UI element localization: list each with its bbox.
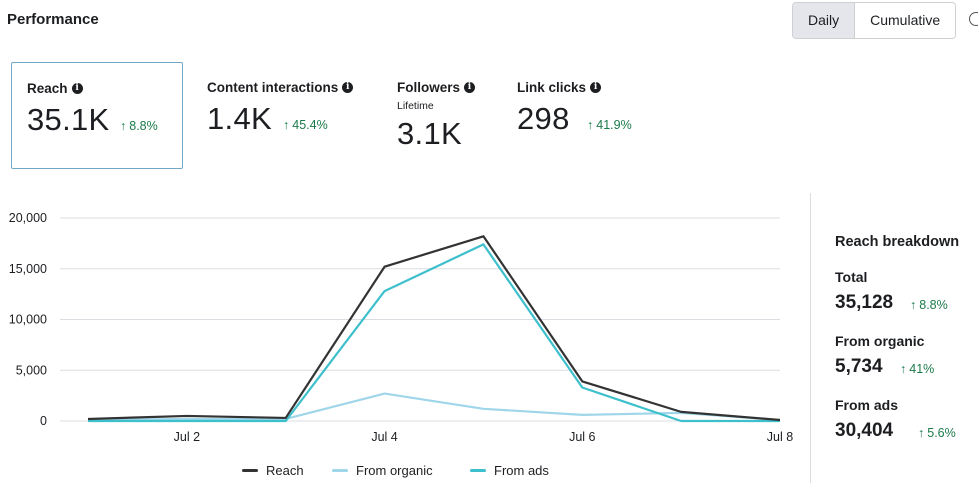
metric-delta: ↑ 45.4% — [283, 118, 328, 132]
toggle-cumulative-button[interactable]: Cumulative — [855, 3, 956, 38]
x-tick-label: Jul 6 — [569, 430, 595, 444]
y-tick-label: 15,000 — [9, 262, 47, 276]
breakdown-organic-delta: ↑ 41% — [900, 362, 935, 376]
metric-card-content-interactions[interactable]: Content interactions i 1.4K ↑ 45.4% — [195, 62, 375, 169]
legend-label: From organic — [356, 463, 433, 478]
metric-sublabel: Lifetime — [397, 100, 434, 112]
reach-line-chart: 0 5,000 10,000 15,000 20,000 Jul 2 Jul 4 Jul 6 J… — [9, 211, 793, 444]
x-tick-label: Jul 2 — [174, 430, 200, 444]
arrow-up-icon: ↑ — [910, 298, 917, 312]
metric-card-followers[interactable]: Followers i Lifetime 3.1K — [385, 62, 495, 169]
breakdown-ads-delta: ↑ 5.6% — [918, 426, 956, 440]
x-tick-label: Jul 8 — [767, 430, 793, 444]
view-toggle: Daily Cumulative — [792, 2, 957, 39]
legend-swatch — [332, 469, 348, 472]
toggle-daily-button[interactable]: Daily — [793, 3, 856, 38]
panel-divider — [810, 193, 811, 483]
y-tick-label: 0 — [40, 414, 47, 428]
x-tick-label: Jul 4 — [371, 430, 397, 444]
series-line-from-organic — [87, 392, 781, 422]
breakdown-organic-value: 5,734 — [835, 356, 883, 377]
arrow-up-icon: ↑ — [900, 362, 907, 376]
legend-item-reach[interactable]: Reach — [242, 463, 304, 478]
more-options-icon[interactable] — [969, 12, 978, 26]
arrow-up-icon: ↑ — [283, 118, 290, 132]
series-line-reach — [87, 235, 781, 422]
breakdown-ads-value: 30,404 — [835, 420, 894, 441]
legend-item-from-ads[interactable]: From ads — [470, 463, 549, 478]
metric-label: Reach — [27, 81, 68, 96]
arrow-up-icon: ↑ — [918, 426, 925, 440]
metric-value: 35.1K — [27, 102, 110, 137]
page-title: Performance — [7, 11, 99, 28]
metric-value: 298 — [517, 101, 570, 136]
breakdown-title: Reach breakdown — [835, 234, 960, 250]
arrow-up-icon: ↑ — [587, 118, 594, 132]
metric-card-link-clicks[interactable]: Link clicks i 298 ↑ 41.9% — [505, 62, 665, 169]
metric-label: Link clicks — [517, 80, 587, 95]
breakdown-organic-label: From organic — [835, 333, 925, 349]
legend-swatch — [470, 469, 486, 472]
breakdown-total-delta: ↑ 8.8% — [910, 298, 948, 312]
legend-item-from-organic[interactable]: From organic — [332, 463, 433, 478]
legend-label: From ads — [494, 463, 549, 478]
info-icon[interactable]: i — [71, 83, 83, 94]
metric-label: Content interactions — [207, 80, 339, 95]
metric-label: Followers — [397, 80, 461, 95]
y-tick-label: 20,000 — [9, 211, 47, 225]
info-icon[interactable]: i — [590, 82, 602, 93]
legend-label: Reach — [266, 463, 304, 478]
y-tick-label: 10,000 — [9, 313, 47, 327]
metric-card-reach[interactable]: Reach i 35.1K ↑ 8.8% — [11, 62, 183, 169]
metric-value: 3.1K — [397, 116, 462, 151]
legend-swatch — [242, 469, 258, 472]
arrow-up-icon: ↑ — [120, 119, 127, 133]
metric-delta: ↑ 41.9% — [587, 118, 632, 132]
info-icon[interactable]: i — [342, 82, 354, 93]
breakdown-ads-label: From ads — [835, 397, 899, 413]
breakdown-total-value: 35,128 — [835, 292, 894, 313]
info-icon[interactable]: i — [464, 82, 476, 93]
series-line-from-ads — [88, 243, 780, 423]
y-tick-label: 5,000 — [16, 363, 47, 377]
breakdown-total-label: Total — [835, 269, 868, 285]
metric-delta: ↑ 8.8% — [120, 119, 158, 133]
metric-value: 1.4K — [207, 101, 272, 136]
